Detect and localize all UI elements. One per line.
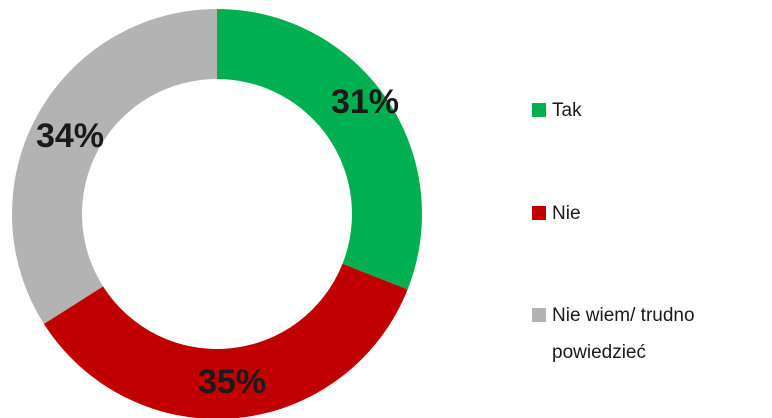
legend-label: Nie wiem/ trudno powiedzieć: [552, 305, 695, 363]
data-label: 31%: [331, 83, 399, 121]
legend-label: Tak: [552, 100, 582, 121]
donut-segment: [11, 9, 217, 324]
legend-label: Nie: [552, 203, 581, 224]
data-label: 34%: [36, 117, 104, 155]
legend-swatch: [532, 206, 546, 220]
legend-item: Nie: [532, 195, 762, 232]
donut-segment: [217, 9, 423, 290]
legend-item: Tak: [532, 92, 762, 129]
legend-swatch: [532, 103, 546, 117]
data-label: 35%: [198, 363, 266, 401]
legend-swatch: [532, 308, 546, 322]
legend-item: Nie wiem/ trudno powiedzieć: [532, 297, 762, 371]
donut-segment: [43, 263, 408, 418]
